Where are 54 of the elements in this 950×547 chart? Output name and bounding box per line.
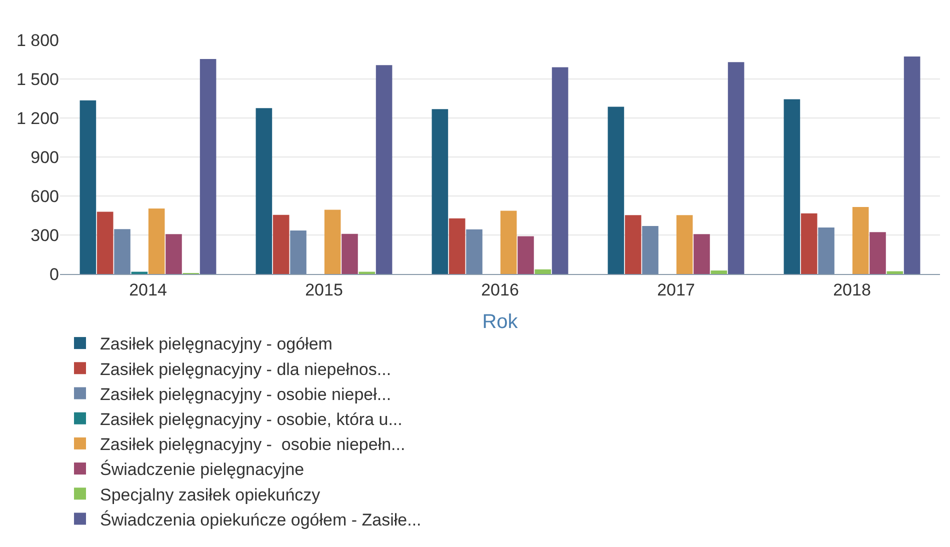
bar: [886, 271, 904, 274]
x-tick-label: 2018: [833, 280, 871, 300]
x-tick-label: 2017: [657, 280, 695, 300]
bar: [114, 229, 130, 274]
legend-label: Świadczenia opiekuńcze ogółem - Zasiłe...: [100, 509, 422, 530]
y-tick-label: 1 800: [16, 30, 59, 50]
legend-label: Zasiłek pielęgnacyjny - osobie, która u...: [100, 410, 402, 429]
x-tick-label: 2014: [129, 280, 167, 300]
bar: [148, 208, 165, 274]
bar: [500, 210, 517, 274]
bar: [904, 56, 920, 274]
bar: [96, 212, 114, 274]
bar: [432, 109, 448, 274]
legend-label: Specjalny zasiłek opiekuńczy: [100, 485, 321, 504]
bar: [852, 207, 869, 274]
bar: [728, 62, 744, 274]
y-tick-label: 0: [50, 264, 59, 284]
y-tick-label: 600: [30, 186, 59, 206]
bar: [710, 270, 728, 274]
bar: [800, 213, 818, 274]
bar: [80, 100, 96, 274]
legend-label: Zasiłek pielęgnacyjny - dla niepełnos...: [100, 360, 392, 379]
bar: [166, 234, 182, 274]
bar: [256, 108, 272, 274]
y-tick-label: 300: [30, 226, 59, 245]
bar: [534, 269, 552, 274]
legend-label: Zasiłek pielęgnacyjny - osobie niepełn...: [100, 435, 406, 454]
legend-label: Zasiłek pielęgnacyjny - ogółem: [100, 334, 332, 354]
bar: [552, 67, 568, 274]
bar: [324, 210, 341, 274]
bar: [818, 227, 834, 274]
bar: [870, 232, 886, 274]
bar: [518, 236, 534, 274]
y-tick-label: 1 200: [16, 108, 59, 128]
bar: [466, 229, 482, 274]
bar: [342, 234, 358, 274]
y-tick-label: 900: [30, 148, 59, 167]
bar: [608, 106, 624, 274]
bar: [676, 215, 693, 274]
y-tick-label: 1 500: [16, 70, 59, 89]
bar: [694, 234, 710, 274]
legend-label: Zasiłek pielęgnacyjny - osobie niepeł...: [100, 384, 392, 404]
bar: [200, 58, 216, 274]
x-tick-label: 2016: [481, 280, 519, 300]
bar: [624, 215, 642, 274]
bar: [290, 230, 306, 274]
bar: [784, 99, 800, 274]
legend-label: Świadczenie pielęgnacyjne: [100, 459, 304, 480]
bar: [448, 218, 466, 274]
bar: [272, 214, 290, 274]
bar: [376, 65, 392, 274]
x-axis-title: Rok: [482, 310, 519, 333]
bar: [642, 226, 658, 274]
x-tick-label: 2015: [305, 280, 343, 300]
